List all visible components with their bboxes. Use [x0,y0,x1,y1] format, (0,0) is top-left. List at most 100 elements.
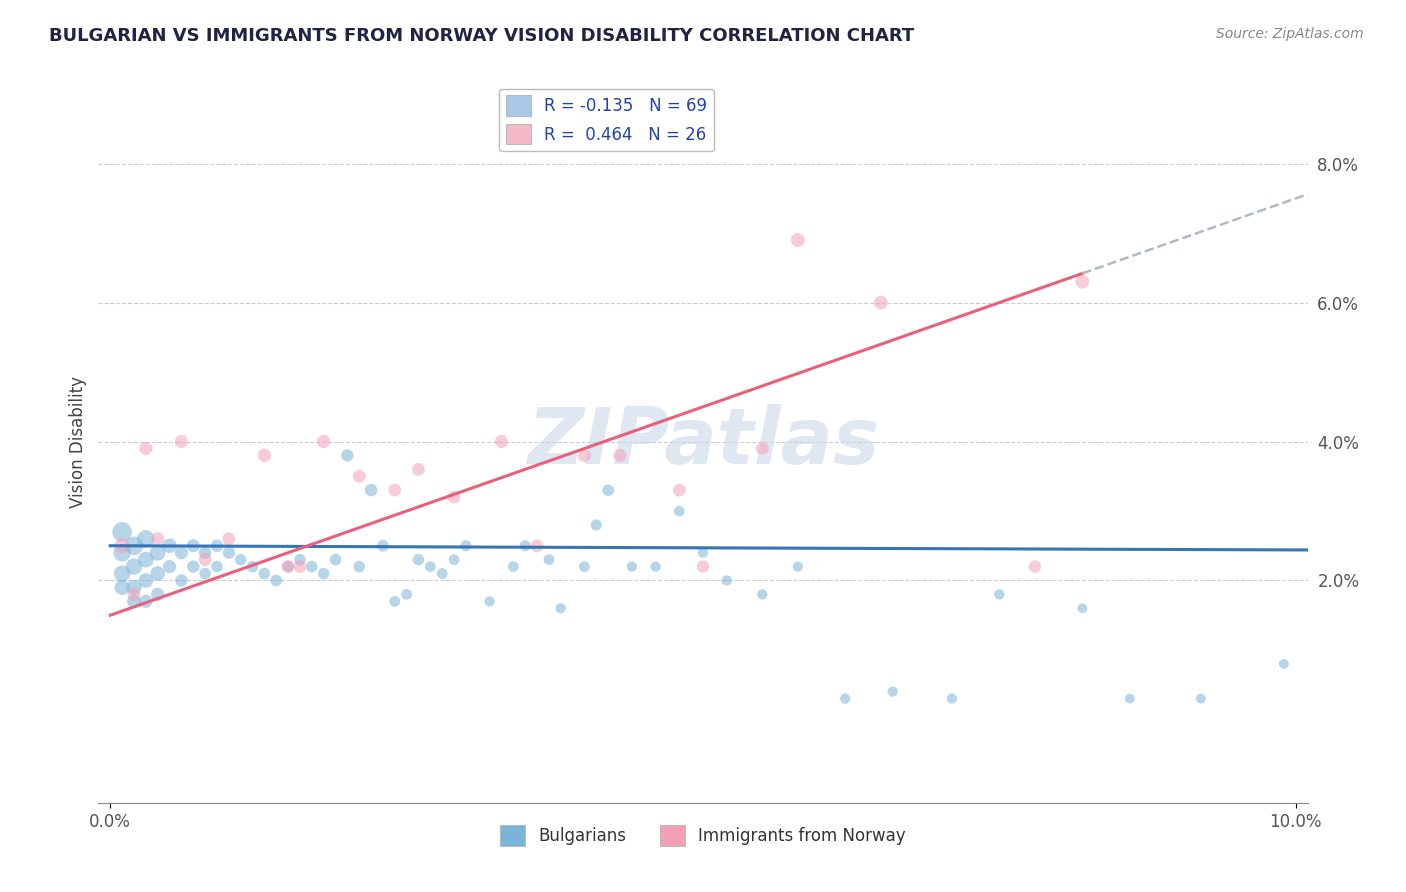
Y-axis label: Vision Disability: Vision Disability [69,376,87,508]
Point [325,552,347,566]
Point [1071,275,1094,289]
Point [122,539,145,553]
Legend: Bulgarians, Immigrants from Norway: Bulgarians, Immigrants from Norway [494,819,912,852]
Point [882,684,904,698]
Point [478,594,501,608]
Point [786,233,808,247]
Point [716,574,738,588]
Point [277,559,299,574]
Point [242,559,264,574]
Point [146,587,169,601]
Point [122,594,145,608]
Point [170,434,193,449]
Point [751,587,773,601]
Point [395,587,418,601]
Point [1119,691,1142,706]
Point [668,483,690,498]
Point [1272,657,1295,671]
Point [668,504,690,518]
Point [384,483,406,498]
Point [159,539,181,553]
Point [585,517,607,532]
Text: BULGARIAN VS IMMIGRANTS FROM NORWAY VISION DISABILITY CORRELATION CHART: BULGARIAN VS IMMIGRANTS FROM NORWAY VISI… [49,27,914,45]
Point [122,587,145,601]
Point [146,546,169,560]
Point [609,449,631,463]
Point [288,559,311,574]
Point [170,574,193,588]
Point [135,532,157,546]
Point [253,449,276,463]
Point [111,581,134,595]
Point [146,532,169,546]
Point [515,539,537,553]
Point [692,559,714,574]
Point [443,490,465,504]
Point [941,691,963,706]
Point [159,559,181,574]
Point [347,559,370,574]
Point [360,483,382,498]
Point [384,594,406,608]
Point [620,559,643,574]
Point [194,546,217,560]
Point [312,434,335,449]
Point [988,587,1011,601]
Text: Source: ZipAtlas.com: Source: ZipAtlas.com [1216,27,1364,41]
Point [574,449,596,463]
Point [432,566,454,581]
Point [218,546,240,560]
Point [526,539,548,553]
Point [111,539,134,553]
Point [786,559,808,574]
Point [408,552,430,566]
Point [312,566,335,581]
Point [122,581,145,595]
Point [751,442,773,456]
Point [347,469,370,483]
Point [419,559,441,574]
Point [288,552,311,566]
Point [181,559,204,574]
Point [502,559,524,574]
Point [111,524,134,539]
Point [692,546,714,560]
Point [194,552,217,566]
Point [301,559,323,574]
Point [644,559,666,574]
Point [229,552,252,566]
Point [537,552,560,566]
Point [336,449,359,463]
Point [135,594,157,608]
Point [135,552,157,566]
Point [205,539,228,553]
Point [111,546,134,560]
Point [869,295,891,310]
Point [218,532,240,546]
Point [205,559,228,574]
Point [122,559,145,574]
Point [1189,691,1212,706]
Point [264,574,287,588]
Point [253,566,276,581]
Point [443,552,465,566]
Point [111,566,134,581]
Point [550,601,572,615]
Point [1071,601,1094,615]
Text: ZIPatlas: ZIPatlas [527,403,879,480]
Point [598,483,620,498]
Point [146,566,169,581]
Point [834,691,856,706]
Point [491,434,513,449]
Point [574,559,596,574]
Point [371,539,394,553]
Point [181,539,204,553]
Point [194,566,217,581]
Point [135,574,157,588]
Point [454,539,477,553]
Point [170,546,193,560]
Point [1024,559,1046,574]
Point [135,442,157,456]
Point [277,559,299,574]
Point [408,462,430,476]
